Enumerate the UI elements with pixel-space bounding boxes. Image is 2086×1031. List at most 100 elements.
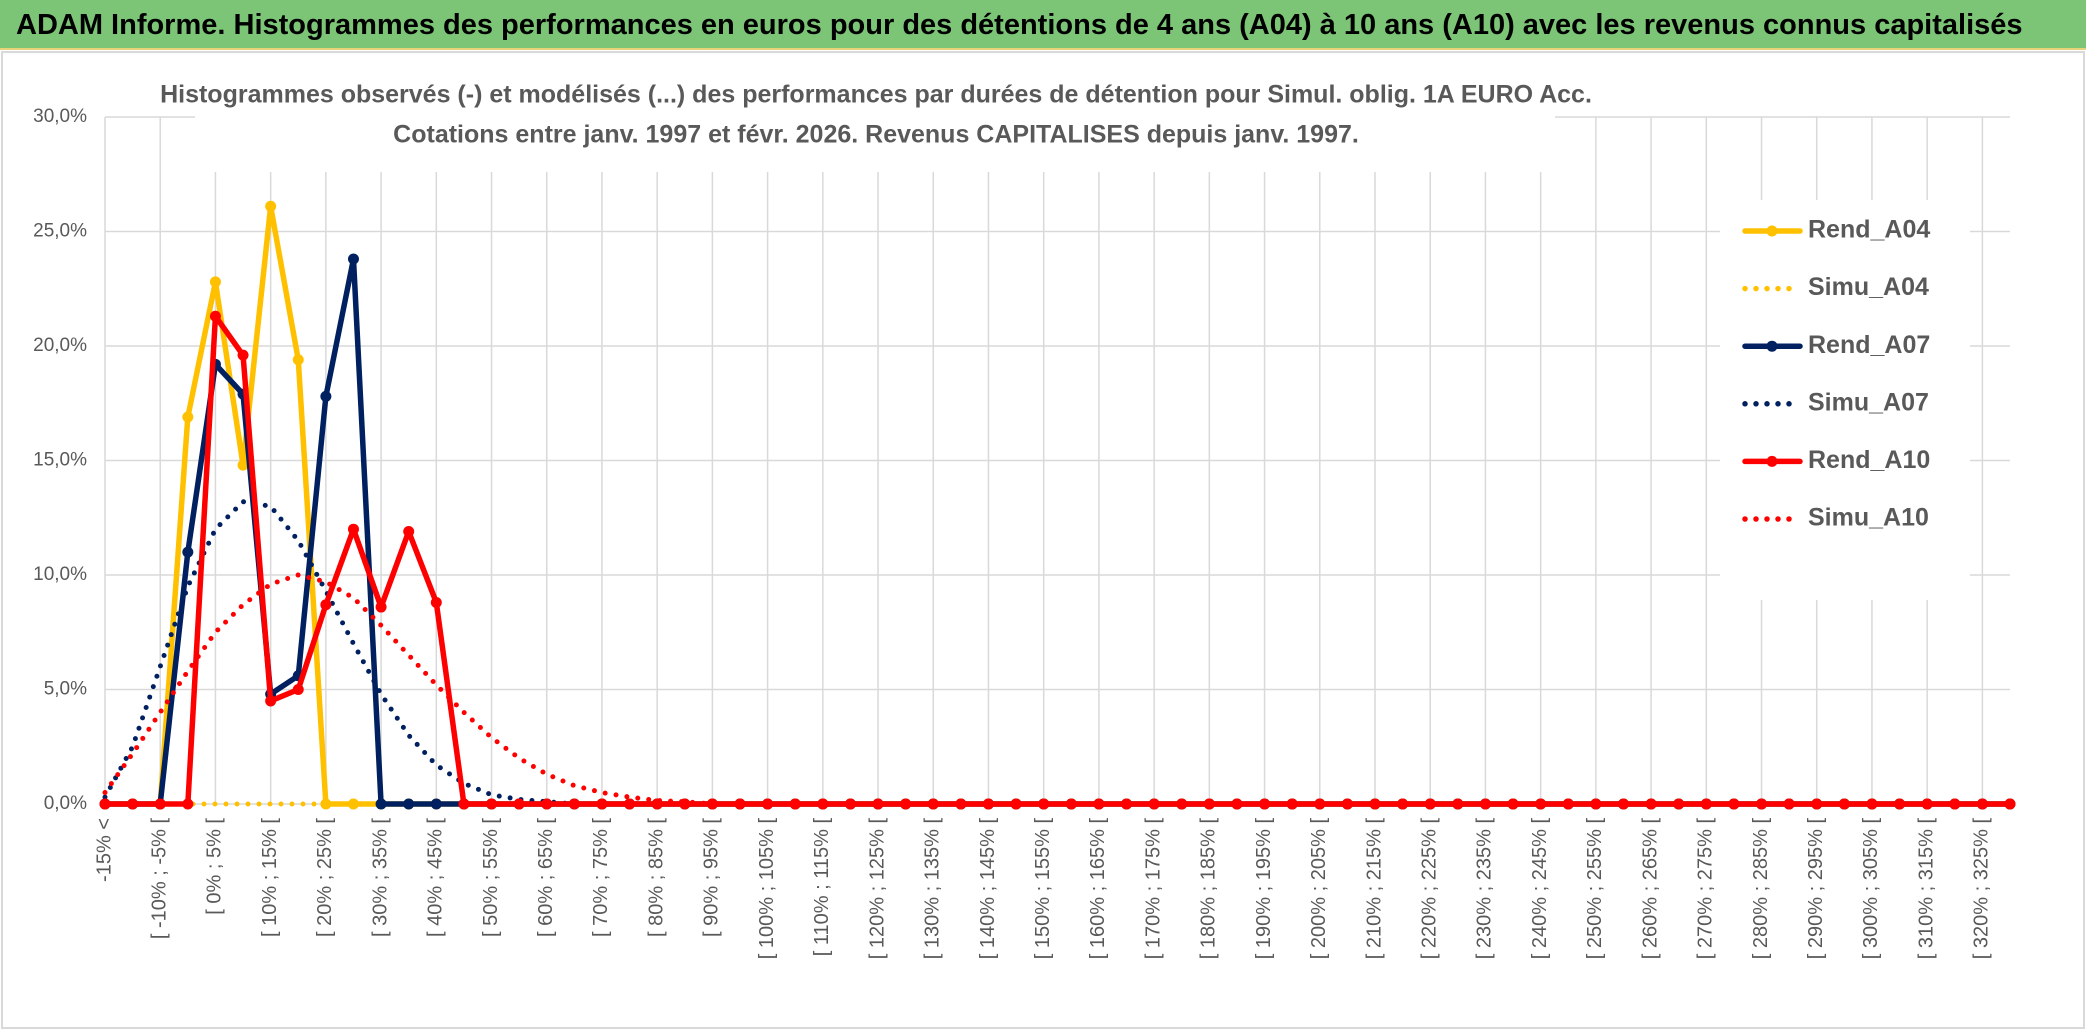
y-tick-label: 5,0%: [44, 679, 87, 700]
legend-label: Rend_A04: [1808, 216, 1930, 244]
series-marker: [734, 798, 746, 810]
x-tick-label: [ 210% ; 215% [: [1363, 818, 1385, 960]
series-marker: [182, 411, 194, 423]
header-title: ADAM Informe. Histogrammes des performan…: [0, 0, 2086, 50]
x-tick-label: [ 40% ; 45% [: [425, 818, 447, 937]
x-tick-label: [ 220% ; 225% [: [1418, 818, 1440, 960]
chart-subtitle: Cotations entre janv. 1997 et févr. 2026…: [393, 121, 1359, 149]
series-marker: [237, 459, 249, 471]
x-tick-label: [ 190% ; 195% [: [1253, 818, 1275, 960]
series-marker: [430, 798, 442, 810]
legend-background: [1720, 200, 1970, 600]
x-tick-label: [ 130% ; 135% [: [922, 818, 944, 960]
series-marker: [1286, 798, 1298, 810]
x-tick-label: -15% <: [93, 818, 115, 882]
x-tick-label: [ 150% ; 155% [: [1032, 818, 1054, 960]
y-tick-label: 20,0%: [33, 335, 87, 356]
x-tick-label: [ 170% ; 175% [: [1142, 818, 1164, 960]
x-tick-label: [ 250% ; 255% [: [1584, 818, 1606, 960]
legend-label: Simu_A04: [1808, 273, 1929, 301]
x-tick-label: [ 120% ; 125% [: [866, 818, 888, 960]
series-marker: [209, 310, 221, 322]
x-tick-label: [ 100% ; 105% [: [756, 818, 778, 960]
x-tick-label: [ -10% ; -5% [: [148, 818, 170, 940]
series-marker: [237, 349, 249, 361]
x-tick-label: [ 300% ; 305% [: [1860, 818, 1882, 960]
x-tick-label: [ 30% ; 35% [: [369, 818, 391, 937]
x-tick-label: [ 320% ; 325% [: [1971, 818, 1993, 960]
series-marker: [320, 599, 332, 611]
series-marker: [1341, 798, 1353, 810]
y-tick-label: 0,0%: [44, 793, 87, 814]
x-tick-label: [ 70% ; 75% [: [590, 818, 612, 937]
series-marker: [209, 276, 221, 288]
x-tick-label: [ 240% ; 245% [: [1529, 818, 1551, 960]
series-marker: [347, 253, 359, 265]
y-tick-label: 10,0%: [33, 564, 87, 585]
legend-label: Simu_A07: [1808, 388, 1929, 416]
x-tick-label: [ 80% ; 85% [: [645, 818, 667, 937]
x-tick-label: [ 60% ; 65% [: [535, 818, 557, 937]
legend-label: Rend_A07: [1808, 331, 1930, 359]
series-marker: [1010, 798, 1022, 810]
series-marker: [182, 546, 194, 558]
title-background: [195, 72, 1555, 172]
x-tick-label: [ 260% ; 265% [: [1639, 818, 1661, 960]
series-marker: [265, 695, 277, 707]
series-marker: [347, 798, 359, 810]
legend-marker: [1766, 340, 1778, 352]
series-marker: [1921, 798, 1933, 810]
series-marker: [1976, 798, 1988, 810]
series-marker: [265, 200, 277, 212]
series-marker: [568, 798, 580, 810]
y-tick-label: 25,0%: [33, 221, 87, 242]
legend-label: Simu_A10: [1808, 504, 1929, 532]
x-tick-label: [ 290% ; 295% [: [1805, 818, 1827, 960]
y-tick-label: 30,0%: [33, 106, 87, 127]
legend-label: Rend_A10: [1808, 446, 1930, 474]
series-marker: [1452, 798, 1464, 810]
y-tick-label: 15,0%: [33, 450, 87, 471]
series-marker: [127, 798, 139, 810]
x-tick-label: [ 270% ; 275% [: [1695, 818, 1717, 960]
x-tick-label: [ 20% ; 25% [: [314, 818, 336, 937]
series-marker: [1121, 798, 1133, 810]
series-marker: [789, 798, 801, 810]
series-marker: [844, 798, 856, 810]
series-marker: [1397, 798, 1409, 810]
legend-marker: [1766, 455, 1778, 467]
x-tick-label: [ 280% ; 285% [: [1750, 818, 1772, 960]
x-tick-label: [ 140% ; 145% [: [977, 818, 999, 960]
chart-title: Histogrammes observés (-) et modélisés (…: [160, 81, 1592, 109]
chart: -15% < [ -10% ; -5% [[ 0% ; 5% [[ 10% ; 1…: [1, 51, 2085, 1029]
series-marker: [624, 798, 636, 810]
x-tick-label: [ 230% ; 235% [: [1474, 818, 1496, 960]
series-marker: [1728, 798, 1740, 810]
series-marker: [1065, 798, 1077, 810]
x-tick-label: [ 10% ; 15% [: [259, 818, 281, 937]
series-line: [102, 572, 2013, 807]
x-tick-label: [ 160% ; 165% [: [1087, 818, 1109, 960]
x-tick-label: [ 50% ; 55% [: [480, 818, 502, 937]
series-marker: [458, 798, 470, 810]
series-marker: [403, 525, 415, 537]
series-marker: [375, 601, 387, 613]
series-marker: [430, 596, 442, 608]
legend-marker: [1766, 225, 1778, 237]
series-marker: [154, 798, 166, 810]
series-marker: [1949, 798, 1961, 810]
series-marker: [1231, 798, 1243, 810]
series-marker: [955, 798, 967, 810]
series-marker: [1838, 798, 1850, 810]
series-marker: [292, 684, 304, 695]
series-marker: [320, 390, 332, 402]
series-marker: [2004, 798, 2016, 810]
series-marker: [1562, 798, 1574, 810]
series-marker: [375, 798, 387, 810]
x-tick-label: [ 200% ; 205% [: [1308, 818, 1330, 960]
series-marker: [486, 798, 498, 810]
series-marker: [1673, 798, 1685, 810]
series-marker: [900, 798, 912, 810]
series-marker: [99, 798, 111, 810]
